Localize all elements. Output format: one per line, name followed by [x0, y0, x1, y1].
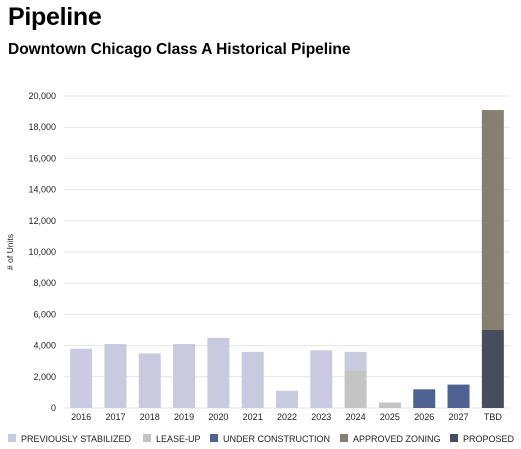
bar-2026-under-construction — [413, 389, 436, 408]
bar-2027-under-construction — [447, 384, 470, 408]
bar-2018-previously-stabilized — [138, 353, 161, 408]
x-axis-tick-labels: 2016 2017 2018 2019 2020 2021 2022 2023 2024 2025… — [71, 412, 502, 422]
x-tick-label: 2022 — [277, 412, 297, 422]
x-tick-label: 2021 — [243, 412, 263, 422]
legend-label: UNDER CONSTRUCTION — [223, 434, 330, 444]
y-tick-label: 18,000 — [28, 122, 56, 132]
y-tick-label: 6,000 — [33, 309, 56, 319]
legend-label: PROPOSED — [463, 434, 515, 444]
x-tick-label: TBD — [484, 412, 503, 422]
legend-swatch — [143, 434, 151, 442]
legend-label: LEASE-UP — [156, 434, 201, 444]
bar-2024-previously-stabilized — [344, 351, 367, 371]
legend-label: APPROVED ZONING — [353, 434, 441, 444]
y-tick-label: 16,000 — [28, 153, 56, 163]
chart-title: Downtown Chicago Class A Historical Pipe… — [8, 41, 351, 58]
bar-2020-previously-stabilized — [207, 337, 230, 408]
y-axis-label: # of Units — [5, 234, 15, 270]
x-tick-label: 2016 — [71, 412, 91, 422]
y-tick-label: 14,000 — [28, 185, 56, 195]
chart-gridlines — [64, 95, 510, 409]
legend-swatch — [8, 434, 16, 442]
y-tick-label: 2,000 — [33, 372, 56, 382]
legend-swatch — [450, 434, 458, 442]
y-tick-label: 0 — [51, 403, 56, 413]
bar-2021-previously-stabilized — [241, 351, 264, 408]
legend-swatch — [340, 434, 348, 442]
y-tick-label: 10,000 — [28, 247, 56, 257]
bar-tbd-approved-zoning — [481, 110, 504, 330]
chart-bars — [70, 110, 504, 408]
legend-label: PREVIOUSLY STABILIZED — [21, 434, 132, 444]
page-title: Pipeline — [8, 3, 102, 31]
bar-2016-previously-stabilized — [70, 348, 93, 408]
x-tick-label: 2024 — [346, 412, 366, 422]
y-tick-label: 8,000 — [33, 278, 56, 288]
x-tick-label: 2023 — [311, 412, 331, 422]
y-tick-label: 20,000 — [28, 91, 56, 101]
legend-swatch — [210, 434, 218, 442]
bar-2025-lease-up — [378, 402, 401, 408]
y-tick-label: 4,000 — [33, 341, 56, 351]
bar-2023-previously-stabilized — [310, 350, 333, 408]
bar-tbd-proposed — [481, 330, 504, 408]
x-tick-label: 2018 — [140, 412, 160, 422]
bar-2024-lease-up — [344, 370, 367, 408]
x-tick-label: 2017 — [105, 412, 125, 422]
x-tick-label: 2027 — [449, 412, 469, 422]
bar-2019-previously-stabilized — [173, 344, 196, 408]
x-tick-label: 2019 — [174, 412, 194, 422]
bar-2017-previously-stabilized — [104, 344, 127, 408]
y-axis-tick-labels: 0 2,000 4,000 6,000 8,000 10,000 12,000 14,000 1… — [28, 91, 56, 413]
y-tick-label: 12,000 — [28, 216, 56, 226]
x-tick-label: 2020 — [208, 412, 228, 422]
x-tick-label: 2026 — [414, 412, 434, 422]
bar-2022-previously-stabilized — [276, 390, 298, 408]
chart-legend: PREVIOUSLY STABILIZED LEASE-UP UNDER CONST… — [8, 434, 515, 444]
x-tick-label: 2025 — [380, 412, 400, 422]
y-axis-label-group: # of Units — [5, 234, 15, 270]
